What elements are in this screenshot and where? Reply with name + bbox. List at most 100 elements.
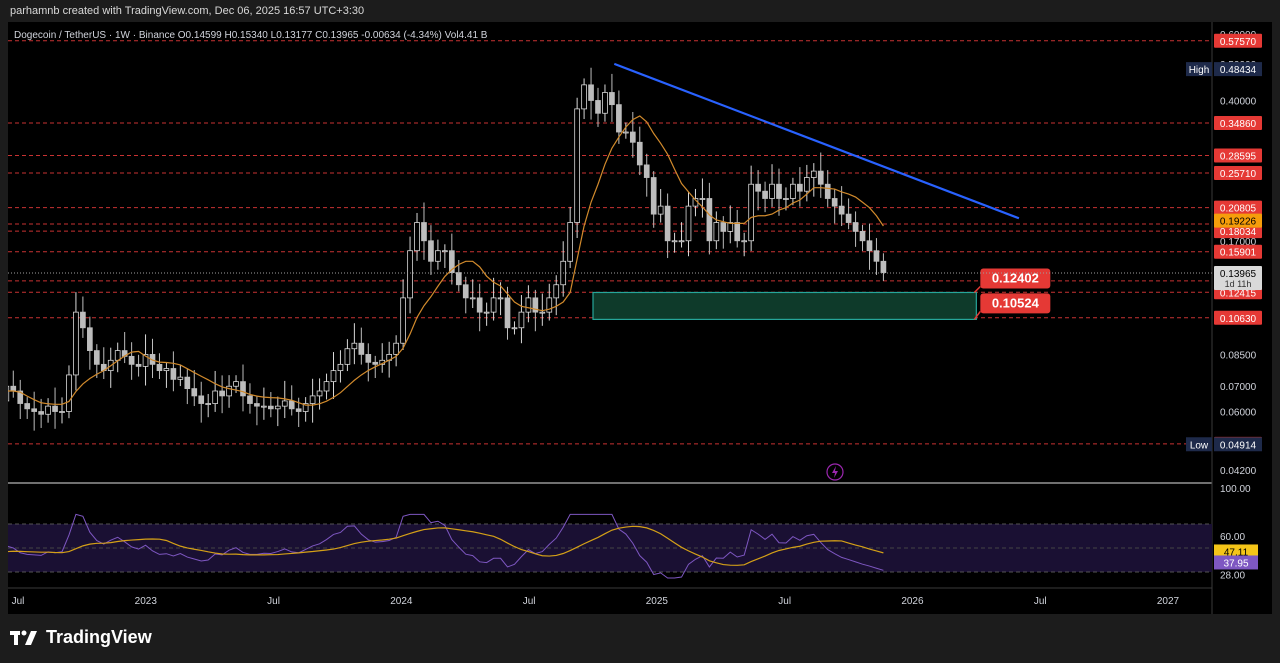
candle-body <box>804 177 810 192</box>
level-price-tag <box>1214 200 1262 215</box>
candle-body <box>873 250 880 262</box>
candle-body <box>713 222 720 242</box>
candle-body <box>455 272 462 286</box>
candle-body <box>254 403 260 407</box>
candle-body <box>636 141 643 166</box>
candle-body <box>748 183 754 242</box>
candle-body <box>323 381 330 392</box>
candle-body <box>442 250 448 253</box>
candle-body <box>8 385 10 402</box>
candle-body <box>532 297 539 313</box>
callout-pointer <box>973 285 981 294</box>
moving-average-line <box>8 115 884 406</box>
time-tick-label: 2026 <box>901 596 924 607</box>
candle-body <box>595 100 601 114</box>
candle-body <box>616 104 622 133</box>
candle-body <box>553 284 560 299</box>
level-price-label: 0.34860 <box>1220 119 1257 130</box>
candle-body <box>226 385 232 397</box>
candle-body <box>866 240 873 252</box>
candle-body <box>52 405 58 412</box>
candle-body <box>797 183 803 192</box>
level-price-tag <box>1214 165 1262 180</box>
candle-body <box>93 350 100 365</box>
candle-body <box>156 363 163 372</box>
candle-body <box>261 405 267 408</box>
candle-body <box>295 408 302 412</box>
chart-frame[interactable]: 0.124020.105240.600000.500000.400000.170… <box>8 22 1272 614</box>
level-price-tag <box>1214 148 1262 163</box>
candle-body <box>219 390 225 397</box>
price-chart[interactable]: 0.124020.105240.600000.500000.400000.170… <box>8 22 1272 614</box>
support-zone[interactable] <box>592 291 977 320</box>
level-price-tag <box>1214 310 1262 325</box>
high-tag <box>1186 62 1212 77</box>
candle-body <box>191 388 198 397</box>
candle-body <box>288 400 295 410</box>
candle-body <box>469 297 476 300</box>
level-price-tag <box>1214 33 1262 48</box>
candle-body <box>852 222 859 232</box>
candle-body <box>629 131 636 143</box>
rsi-label: 37.95 <box>1223 558 1248 569</box>
price-callout[interactable] <box>980 268 1051 289</box>
candle-body <box>87 327 93 352</box>
level-price-label: 0.10630 <box>1220 314 1257 325</box>
rsi-line <box>8 513 884 579</box>
chart-credit: parhamnb created with TradingView.com, D… <box>10 5 365 17</box>
candle-body <box>643 164 650 178</box>
candle-body <box>135 363 142 367</box>
high-price-tag <box>1214 62 1262 77</box>
candle-body <box>421 222 427 242</box>
candle-body <box>817 170 824 185</box>
candle-body <box>824 183 831 199</box>
price-callout[interactable] <box>980 293 1051 314</box>
low-tag-label: Low <box>1190 440 1209 451</box>
price-tick-label: 0.06000 <box>1220 408 1257 419</box>
level-price-label: 0.12415 <box>1220 288 1257 299</box>
candle-body <box>407 250 413 299</box>
candle-body <box>414 222 420 252</box>
tradingview-logo-icon <box>10 630 37 645</box>
time-tick-label: Jul <box>12 596 25 607</box>
candle-body <box>657 205 664 215</box>
candle-body <box>504 297 511 329</box>
candle-body <box>650 177 657 215</box>
candle-body <box>247 395 253 404</box>
candle-body <box>741 240 748 243</box>
candle-body <box>358 342 365 355</box>
candle-body <box>400 297 406 344</box>
time-tick-label: 2027 <box>1157 596 1180 607</box>
lightning-icon[interactable] <box>826 463 844 481</box>
candle-body <box>31 408 37 412</box>
rsi-ma-tag <box>1214 544 1258 559</box>
candle-body <box>859 230 866 242</box>
candle-body <box>762 190 768 199</box>
candle-body <box>45 405 51 415</box>
candle-body <box>330 370 337 383</box>
candle-body <box>372 361 379 365</box>
level-price-label: 0.28595 <box>1220 152 1257 163</box>
descending-trendline[interactable] <box>613 62 1020 220</box>
candle-body <box>184 376 191 390</box>
candle-body <box>880 260 887 274</box>
brand-name: TradingView <box>46 627 152 647</box>
candle-body <box>609 92 615 106</box>
candle-body <box>845 213 852 223</box>
candle-body <box>699 198 706 200</box>
callout-label: 0.12402 <box>992 270 1039 285</box>
time-tick-label: Jul <box>778 596 791 607</box>
bar-countdown-label: 1d 11h <box>1225 279 1252 289</box>
candle-body <box>38 411 44 415</box>
candle-body <box>274 405 281 410</box>
candle-body <box>80 311 86 329</box>
rsi-tag <box>1214 555 1258 570</box>
time-tick-label: 2025 <box>646 596 669 607</box>
candle-body <box>831 198 838 207</box>
candle-body <box>365 354 372 363</box>
price-tick-label: 0.40000 <box>1220 96 1257 107</box>
callout-label: 0.10524 <box>992 295 1040 310</box>
time-tick-label: 2024 <box>390 596 413 607</box>
rsi-tick-label: 60.00 <box>1220 532 1245 543</box>
tradingview-brand[interactable]: TradingView <box>10 627 152 648</box>
